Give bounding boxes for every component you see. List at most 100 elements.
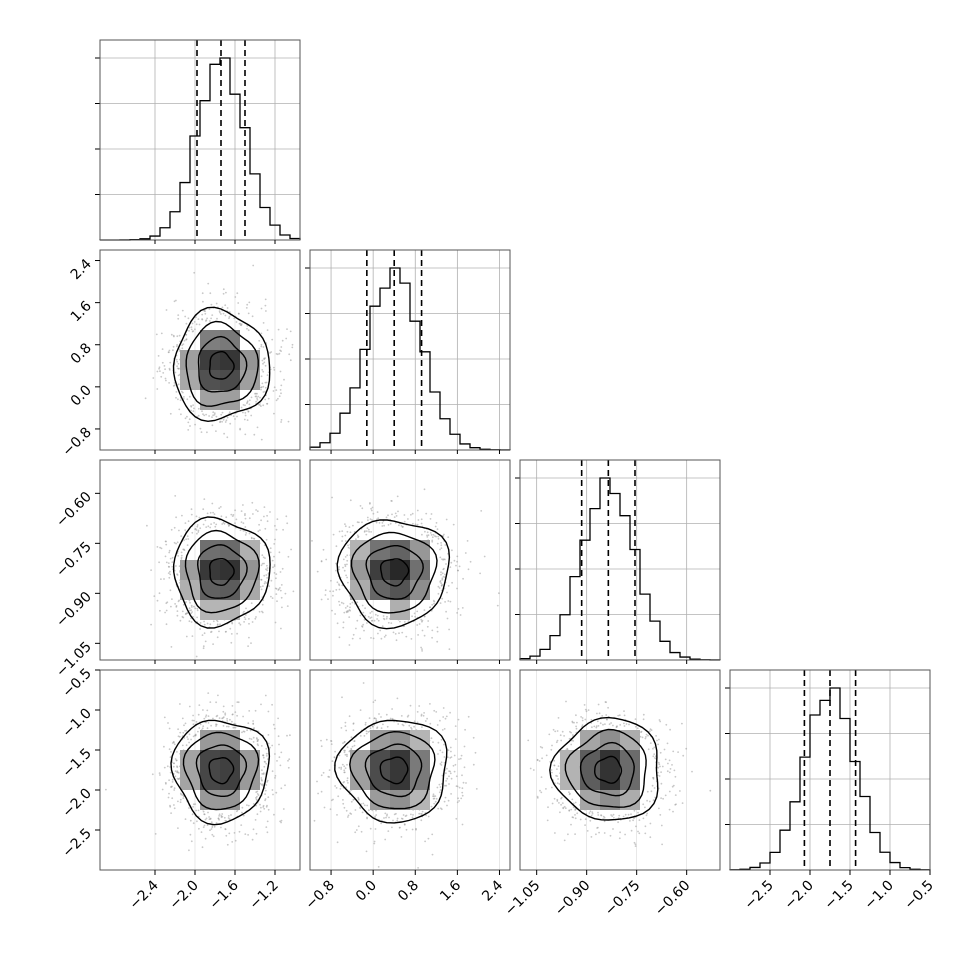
scatter-point (349, 812, 352, 815)
scatter-point (199, 723, 202, 726)
scatter-point (591, 726, 593, 729)
scatter-point (348, 526, 351, 528)
scatter-point (179, 619, 182, 622)
scatter-point (556, 768, 558, 770)
scatter-panel-2-0 (99, 459, 301, 661)
scatter-point (187, 520, 190, 523)
scatter-point (394, 512, 397, 515)
scatter-point (545, 754, 548, 757)
scatter-point (180, 558, 183, 560)
scatter-point (346, 530, 349, 533)
scatter-point (443, 800, 446, 803)
scatter-point (225, 419, 228, 422)
scatter-point (344, 523, 346, 525)
scatter-point (325, 558, 328, 561)
scatter-point (272, 723, 275, 726)
scatter-point (370, 509, 373, 512)
scatter-point (461, 823, 464, 826)
scatter-point (391, 513, 393, 516)
scatter-point (185, 729, 188, 732)
scatter-point (373, 717, 376, 720)
scatter-point (576, 812, 579, 815)
y-tick-label: −0.60 (53, 489, 95, 531)
scatter-point (668, 808, 671, 811)
scatter-point (374, 815, 376, 818)
scatter-point (336, 622, 339, 625)
scatter-point (227, 725, 230, 728)
scatter-point (277, 397, 279, 400)
scatter-point (201, 634, 204, 636)
scatter-point (183, 737, 186, 739)
scatter-point (259, 585, 262, 588)
scatter-point (396, 817, 399, 820)
scatter-point (223, 432, 226, 435)
scatter-point (610, 814, 612, 816)
scatter-point (658, 807, 660, 810)
scatter-point (271, 338, 274, 341)
scatter-point (260, 578, 263, 581)
scatter-point (206, 431, 208, 434)
scatter-point (252, 736, 255, 739)
scatter-point (260, 405, 262, 407)
scatter-point (177, 362, 180, 365)
density-cell (220, 770, 240, 790)
contour-line-2 (350, 531, 438, 614)
scatter-point (176, 335, 179, 338)
scatter-point (241, 470, 243, 472)
scatter-point (431, 833, 434, 836)
scatter-point (275, 528, 278, 531)
scatter-point (261, 369, 264, 371)
contour-line-1 (196, 544, 248, 599)
scatter-point (317, 792, 319, 795)
scatter-point (375, 719, 378, 722)
scatter-point (389, 522, 392, 525)
scatter-point (376, 726, 379, 729)
scatter-point (413, 725, 415, 728)
scatter-point (420, 812, 422, 815)
scatter-point (169, 570, 171, 573)
scatter-point (400, 715, 403, 717)
scatter-point (201, 292, 204, 295)
scatter-point (431, 540, 434, 543)
scatter-point (658, 738, 660, 741)
scatter-point (397, 510, 399, 513)
scatter-point (207, 715, 210, 717)
scatter-point (649, 836, 652, 839)
scatter-point (228, 832, 231, 835)
scatter-point (595, 833, 597, 836)
scatter-point (248, 737, 251, 740)
scatter-point (202, 810, 205, 813)
scatter-point (556, 782, 559, 785)
scatter-point (180, 413, 182, 416)
scatter-point (272, 566, 274, 569)
scatter-point (363, 804, 366, 807)
scatter-point (254, 395, 257, 398)
scatter-point (263, 562, 265, 565)
scatter-point (215, 415, 218, 418)
scatter-point (262, 385, 265, 388)
scatter-point (447, 749, 450, 752)
scatter-point (204, 519, 207, 522)
scatter-point (242, 814, 245, 817)
scatter-point (264, 527, 267, 530)
scatter-point (349, 499, 352, 502)
scatter-point (472, 736, 475, 739)
scatter-point (170, 812, 173, 814)
scatter-point (234, 418, 236, 420)
scatter-point (275, 573, 278, 575)
scatter-point (165, 623, 168, 626)
contour-line-2 (564, 728, 647, 808)
scatter-point (191, 611, 194, 613)
scatter-point (598, 831, 600, 834)
scatter-panel-3-2 (519, 669, 721, 871)
scatter-point (222, 705, 225, 708)
scatter-point (171, 598, 173, 600)
scatter-point (228, 315, 231, 318)
scatter-point (185, 338, 188, 341)
scatter-point (439, 789, 442, 791)
scatter-point (255, 616, 257, 618)
scatter-point (579, 818, 582, 821)
scatter-point (177, 778, 180, 780)
scatter-point (455, 817, 458, 820)
scatter-point (421, 648, 423, 650)
